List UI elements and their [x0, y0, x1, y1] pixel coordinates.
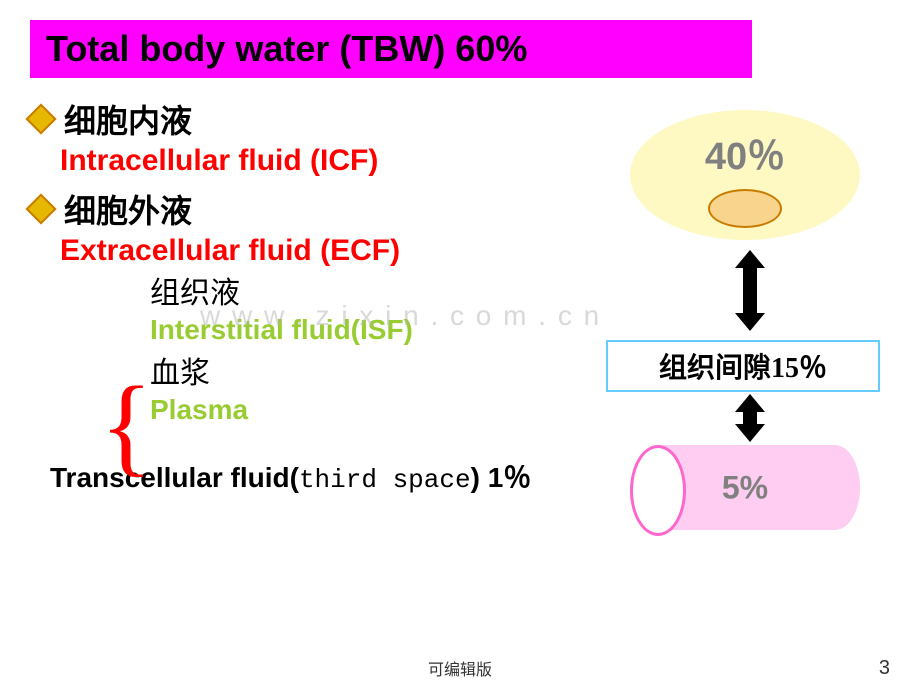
isf-cn: 组织液 [150, 277, 240, 310]
arrow-down-icon [735, 313, 765, 331]
cylinder-right-cap [810, 445, 860, 530]
pct-40: 40％ [705, 125, 785, 180]
trans-prefix: Transcellular fluid( [50, 462, 299, 493]
diamond-icon [25, 103, 56, 134]
bullet-cn-1: 细胞内液 [64, 96, 192, 142]
interstitial-box: 组织间隙15％ [606, 340, 880, 392]
arrow-shaft [743, 268, 757, 313]
ecf-label: Extracellular fluid (ECF) [60, 234, 400, 267]
arrow-down-icon [735, 424, 765, 442]
cylinder-left-cap [630, 445, 686, 536]
brace-icon: { [100, 370, 153, 480]
nucleus-oval [708, 189, 782, 228]
icf-label: Intracellular fluid (ICF) [60, 144, 378, 177]
page-number: 3 [879, 657, 890, 680]
title-bar: Total body water (TBW) 60% [30, 20, 752, 78]
bullet-cn-2: 细胞外液 [64, 186, 192, 232]
plasma-cylinder: 5% [630, 445, 860, 530]
arrow-up-icon [735, 394, 765, 412]
plasma-cn: 血浆 [150, 357, 210, 390]
pct-5: 5% [722, 469, 768, 506]
sub-isf: 组织液 [150, 268, 920, 312]
arrow-shaft [743, 412, 757, 424]
arrow-up-icon [735, 250, 765, 268]
diamond-icon [25, 193, 56, 224]
arrow-2 [735, 394, 765, 442]
trans-suffix: ) 1％ [471, 462, 532, 493]
arrow-1 [735, 250, 765, 331]
trans-mono: third space [299, 465, 471, 495]
sub-ecf-en: Extracellular fluid (ECF) [60, 234, 920, 268]
isf-label: Interstitial fluid(ISF) [150, 314, 413, 345]
cell-oval: 40％ [630, 110, 860, 240]
plasma-label: Plasma [150, 394, 248, 425]
footer-text: 可编辑版 [428, 656, 492, 680]
sub-plasma-en: Plasma [150, 394, 920, 426]
